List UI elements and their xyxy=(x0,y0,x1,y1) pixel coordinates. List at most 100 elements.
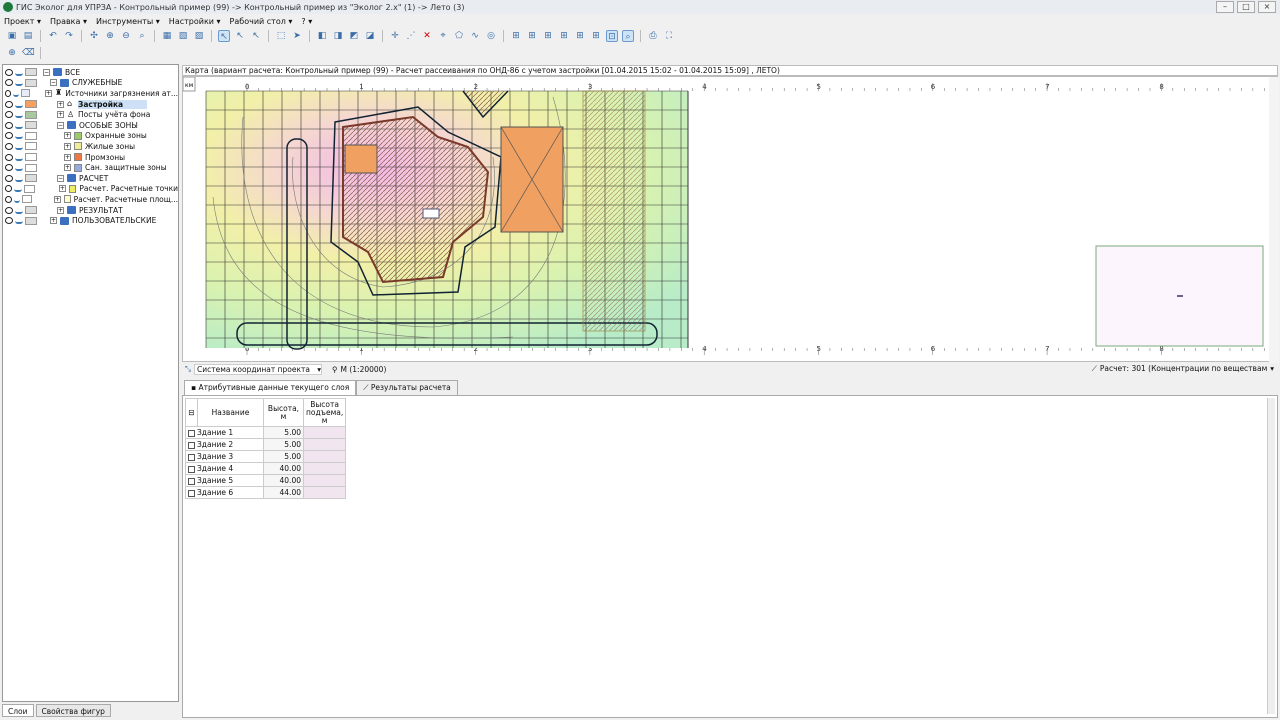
menu-tools[interactable]: Инструменты ▾ xyxy=(95,16,160,26)
layer-item[interactable]: − ОСОБЫЕ ЗОНЫ xyxy=(3,120,178,131)
expand-icon[interactable]: + xyxy=(53,195,61,203)
row-checkbox[interactable] xyxy=(188,465,195,473)
tab-layers[interactable]: Слои xyxy=(2,704,34,717)
lock-icon[interactable] xyxy=(13,90,20,97)
collapse-icon[interactable]: − xyxy=(43,68,50,76)
polygon-icon[interactable]: ⬠ xyxy=(455,31,463,41)
table-row[interactable]: Здание 2 5.00 xyxy=(185,438,347,451)
expand-icon[interactable]: + xyxy=(64,164,71,172)
collapse-icon[interactable]: − xyxy=(57,174,64,182)
height-cell[interactable]: 44.00 xyxy=(263,486,304,499)
lock-icon[interactable] xyxy=(15,69,23,76)
tab-calc-results[interactable]: ⟋ Результаты расчета xyxy=(356,380,458,395)
zoom-in-icon[interactable]: ⊕ xyxy=(106,31,114,41)
table-row[interactable]: Здание 1 5.00 xyxy=(185,426,347,439)
pan-icon[interactable]: ✣ xyxy=(90,31,98,41)
rise-height-cell[interactable] xyxy=(302,438,347,451)
intersect-icon[interactable]: ◨ xyxy=(333,31,343,41)
crs-select[interactable]: Система координат проекта ▾ xyxy=(194,363,322,375)
vertical-scrollbar[interactable] xyxy=(1267,398,1275,714)
route-icon[interactable]: ⛶ xyxy=(665,31,673,41)
layer-item[interactable]: − РАСЧЕТ xyxy=(3,173,178,184)
lock-icon[interactable] xyxy=(15,164,23,172)
lock-icon[interactable] xyxy=(15,132,23,140)
add-layer-icon[interactable]: ⊕ xyxy=(8,48,16,58)
layer-item[interactable]: + Расчет. Расчетные площ... xyxy=(3,194,178,205)
visibility-eye-icon[interactable] xyxy=(5,164,13,172)
table-row[interactable]: Здание 6 44.00 xyxy=(185,486,347,499)
snap-search-icon[interactable]: ⌕ xyxy=(622,30,634,42)
lock-icon[interactable] xyxy=(15,217,23,225)
layer-item[interactable]: − ВСЕ xyxy=(3,67,178,78)
layer-item[interactable]: + Промзоны xyxy=(3,152,178,163)
layer-item[interactable]: − СЛУЖЕБНЫЕ xyxy=(3,78,178,89)
select-arrow-icon[interactable]: ↖ xyxy=(218,30,230,42)
measure-icon[interactable]: ⌖ xyxy=(440,31,446,41)
row-checkbox[interactable] xyxy=(188,429,195,437)
subtract-icon[interactable]: ◩ xyxy=(349,31,359,41)
circle-icon[interactable]: ◎ xyxy=(487,31,495,41)
expand-icon[interactable]: + xyxy=(57,111,64,119)
layer-item[interactable]: + ♙ Посты учёта фона xyxy=(3,109,178,120)
visibility-eye-icon[interactable] xyxy=(5,195,12,203)
lock-icon[interactable] xyxy=(15,122,23,129)
print-icon[interactable]: ▤ xyxy=(23,31,33,41)
height-cell[interactable]: 5.00 xyxy=(263,450,304,463)
layer-item[interactable]: + ♜ Источники загрязнения ат... xyxy=(3,88,178,99)
map-canvas[interactable]: км00112233445566778821 xyxy=(182,76,1279,363)
expand-icon[interactable]: + xyxy=(64,132,71,140)
layer-item[interactable]: + Жилые зоны xyxy=(3,141,178,152)
layer-style-swatch[interactable] xyxy=(25,78,37,87)
collapse-icon[interactable]: + xyxy=(50,217,57,225)
redo-icon[interactable]: ↷ xyxy=(65,31,73,41)
rise-height-cell[interactable] xyxy=(302,486,347,499)
maximize-button[interactable]: □ xyxy=(1237,1,1255,13)
row-checkbox[interactable] xyxy=(188,489,195,497)
calc-select[interactable]: ⟋ Расчет: 301 (Концентрации по веществам ▾ xyxy=(1092,364,1274,374)
table-row[interactable]: Здание 4 40.00 xyxy=(185,462,347,475)
grid-tool-1-icon[interactable]: ⊞ xyxy=(512,31,520,41)
print-map-icon[interactable]: ⎙ xyxy=(649,31,657,41)
column-header-height[interactable]: Высота, м xyxy=(263,398,304,427)
move-vertex-icon[interactable]: ✛ xyxy=(391,31,399,41)
lock-icon[interactable] xyxy=(14,185,22,193)
visibility-eye-icon[interactable] xyxy=(5,121,13,129)
grid-tool-3-icon[interactable]: ⊞ xyxy=(544,31,552,41)
height-cell[interactable]: 40.00 xyxy=(263,462,304,475)
collapse-icon[interactable]: + xyxy=(57,206,64,214)
layer-style-swatch[interactable] xyxy=(25,174,37,183)
collapse-icon[interactable]: − xyxy=(50,79,57,87)
layer-item[interactable]: + РЕЗУЛЬТАТ xyxy=(3,205,178,216)
layer-style-swatch[interactable] xyxy=(25,68,37,77)
close-button[interactable]: × xyxy=(1258,1,1276,13)
layer-style-swatch[interactable] xyxy=(25,100,37,109)
rise-height-cell[interactable] xyxy=(302,426,347,439)
expand-icon[interactable]: + xyxy=(64,142,71,150)
visibility-eye-icon[interactable] xyxy=(5,142,13,150)
lock-icon[interactable] xyxy=(15,111,23,119)
map-view[interactable]: км00112233445566778821 xyxy=(182,76,1279,363)
zoom-out-icon[interactable]: ⊖ xyxy=(122,31,130,41)
table-row[interactable]: Здание 3 5.00 xyxy=(185,450,347,463)
expand-icon[interactable]: + xyxy=(64,153,71,161)
lock-icon[interactable] xyxy=(15,101,23,108)
height-cell[interactable]: 5.00 xyxy=(263,438,304,451)
lock-icon[interactable] xyxy=(15,154,23,161)
tab-shape-properties[interactable]: Свойства фигур xyxy=(35,704,111,717)
layer-item[interactable]: + Сан. защитные зоны xyxy=(3,162,178,173)
menu-settings[interactable]: Настройки ▾ xyxy=(168,16,221,26)
open-project-icon[interactable]: ▣ xyxy=(7,31,17,41)
layer-style-swatch[interactable] xyxy=(25,142,37,151)
visibility-eye-icon[interactable] xyxy=(5,79,13,87)
grid-tool-4-icon[interactable]: ⊞ xyxy=(560,31,568,41)
height-cell[interactable]: 40.00 xyxy=(263,474,304,487)
layer-style-swatch[interactable] xyxy=(25,153,37,162)
menu-edit[interactable]: Правка ▾ xyxy=(49,16,87,26)
lock-icon[interactable] xyxy=(13,196,21,203)
select-rect-icon[interactable]: ⬚ xyxy=(276,31,286,41)
lock-icon[interactable] xyxy=(15,79,23,87)
grid-tool-2-icon[interactable]: ⊞ xyxy=(528,31,536,41)
menu-project[interactable]: Проект ▾ xyxy=(4,16,41,26)
visibility-eye-icon[interactable] xyxy=(5,206,13,214)
rise-height-cell[interactable] xyxy=(302,474,347,487)
